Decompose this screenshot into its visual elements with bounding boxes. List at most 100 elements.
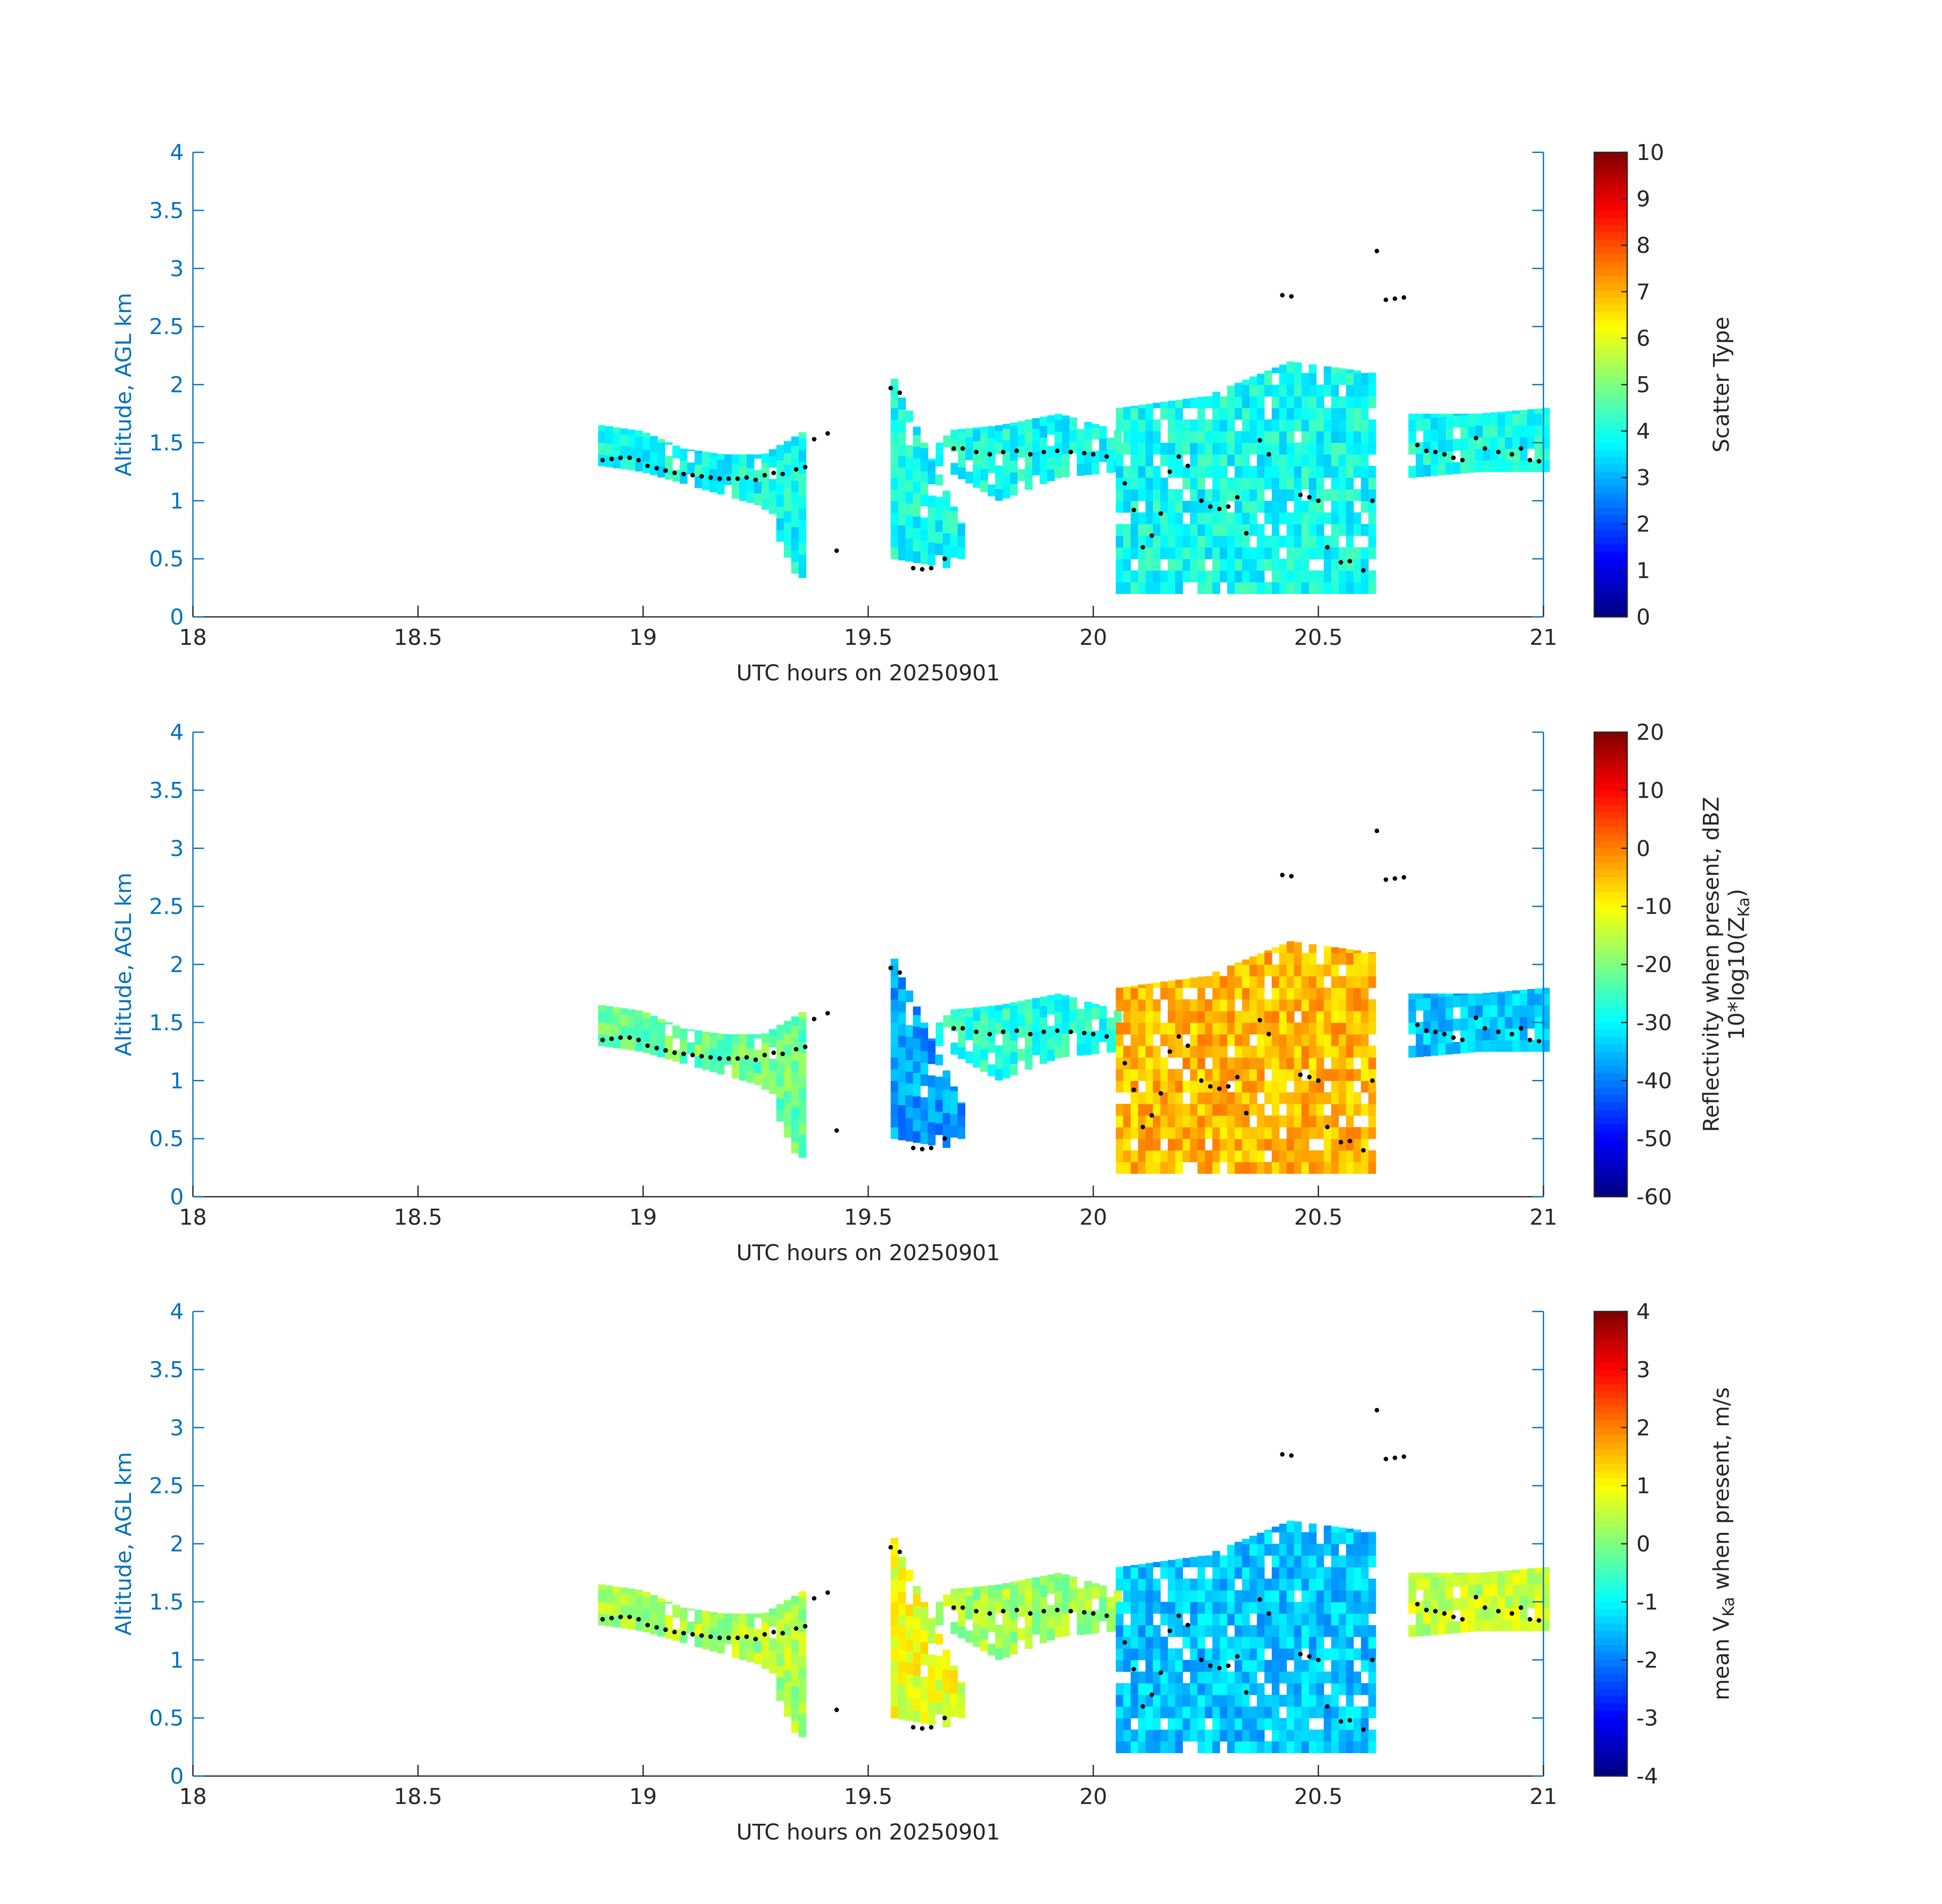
radar-cell — [1138, 988, 1146, 1000]
colorbar-swatch — [1594, 1376, 1627, 1385]
radar-cell — [1242, 547, 1250, 560]
radar-cell — [1039, 425, 1047, 438]
radar-cell — [769, 449, 777, 456]
radar-cell — [905, 1639, 913, 1651]
radar-cell — [1175, 501, 1183, 513]
radar-cell — [1205, 1022, 1213, 1035]
radar-cell — [1416, 1572, 1424, 1579]
colorbar-tick-label: 2 — [1636, 512, 1650, 537]
radar-cell — [783, 1693, 792, 1705]
radar-cell — [1368, 1636, 1376, 1649]
x-tick-label: 20 — [1079, 1784, 1107, 1810]
radar-cell — [1353, 953, 1361, 965]
radar-cell — [1039, 416, 1047, 426]
radar-cell — [732, 1066, 740, 1079]
radar-cell — [1182, 1104, 1191, 1116]
cloud-base-dot — [919, 1146, 925, 1152]
radar-cell — [1205, 524, 1213, 536]
radar-cell — [1197, 1579, 1205, 1591]
cloud-base-dot — [1361, 1727, 1366, 1732]
radar-cell — [920, 1062, 929, 1075]
radar-cell — [1017, 1593, 1026, 1605]
radar-cell — [1130, 406, 1139, 408]
radar-cell — [776, 1604, 784, 1608]
colorbar-swatch — [1594, 573, 1627, 581]
radar-cell — [1331, 431, 1339, 443]
radar-cell — [1160, 1069, 1168, 1081]
radar-cell — [965, 437, 973, 449]
cloud-base-dot — [794, 1047, 799, 1052]
radar-cell — [1301, 1613, 1309, 1626]
radar-cell — [1182, 1080, 1191, 1093]
radar-cell — [1197, 1057, 1205, 1069]
radar-cell — [905, 549, 913, 562]
radar-cell — [1279, 1092, 1287, 1104]
radar-cell — [1368, 952, 1376, 954]
radar-cell — [709, 480, 717, 493]
radar-cell — [1242, 988, 1250, 1000]
radar-cell — [1212, 1555, 1221, 1567]
radar-cell — [1242, 559, 1250, 571]
radar-cell — [776, 1074, 784, 1087]
radar-cell — [1077, 440, 1085, 453]
radar-cell — [776, 483, 784, 496]
radar-cell — [598, 431, 606, 443]
radar-cell — [1423, 1577, 1431, 1590]
colorbar-swatch — [1594, 1391, 1627, 1399]
colorbar-swatch — [1594, 167, 1627, 175]
radar-cell — [1512, 410, 1520, 414]
cloud-base-dot — [717, 476, 722, 481]
cloud-base-dot — [753, 1636, 758, 1642]
radar-cell — [1287, 559, 1295, 571]
radar-cell — [928, 1040, 936, 1053]
radar-cell — [1257, 1104, 1265, 1116]
radar-cell — [1520, 460, 1528, 472]
radar-cell — [1182, 1558, 1191, 1567]
radar-cell — [1408, 1572, 1417, 1579]
radar-cell — [1294, 1741, 1302, 1753]
radar-cell — [1287, 396, 1295, 408]
radar-cell — [891, 512, 899, 524]
radar-cell — [1160, 988, 1168, 1000]
radar-cell — [1338, 1162, 1346, 1174]
radar-cell — [1242, 1127, 1250, 1139]
colorbar-swatch — [1594, 602, 1627, 610]
radar-cell — [746, 1059, 754, 1071]
radar-cell — [1346, 1660, 1354, 1672]
radar-cell — [1234, 559, 1242, 571]
radar-cell — [672, 1025, 680, 1027]
radar-cell — [1234, 1567, 1242, 1579]
radar-cell — [1331, 953, 1339, 965]
radar-cell — [1294, 1092, 1302, 1104]
radar-cell — [1430, 464, 1439, 476]
radar-cell — [1205, 489, 1213, 501]
radar-cell — [1106, 461, 1114, 473]
radar-cell — [1331, 477, 1339, 489]
radar-cell — [1175, 524, 1183, 536]
radar-cell — [687, 1042, 695, 1055]
radar-cell — [1346, 1045, 1354, 1058]
radar-cell — [1301, 477, 1309, 489]
radar-cell — [1505, 413, 1513, 426]
colorbar-swatch — [1594, 848, 1627, 856]
colorbar-swatch — [1594, 1718, 1627, 1726]
radar-cell — [1483, 413, 1491, 414]
radar-cell — [1353, 1162, 1361, 1174]
radar-cell — [1408, 1625, 1417, 1637]
radar-cell — [1324, 466, 1332, 478]
radar-cell — [1002, 1043, 1010, 1055]
cloud-base-dot — [1068, 449, 1073, 454]
radar-cell — [1408, 1579, 1417, 1591]
colorbar-swatch — [1594, 508, 1627, 516]
radar-cell — [1301, 1718, 1309, 1730]
cloud-base-dot — [1208, 504, 1213, 509]
radar-cell — [1301, 466, 1309, 478]
radar-cell — [1368, 396, 1376, 408]
radar-cell — [1361, 396, 1369, 408]
radar-cell — [1316, 1601, 1324, 1614]
radar-cell — [791, 492, 799, 504]
radar-cell — [1123, 1011, 1131, 1023]
radar-cell — [1153, 431, 1161, 443]
cloud-base-dot — [762, 1053, 767, 1058]
